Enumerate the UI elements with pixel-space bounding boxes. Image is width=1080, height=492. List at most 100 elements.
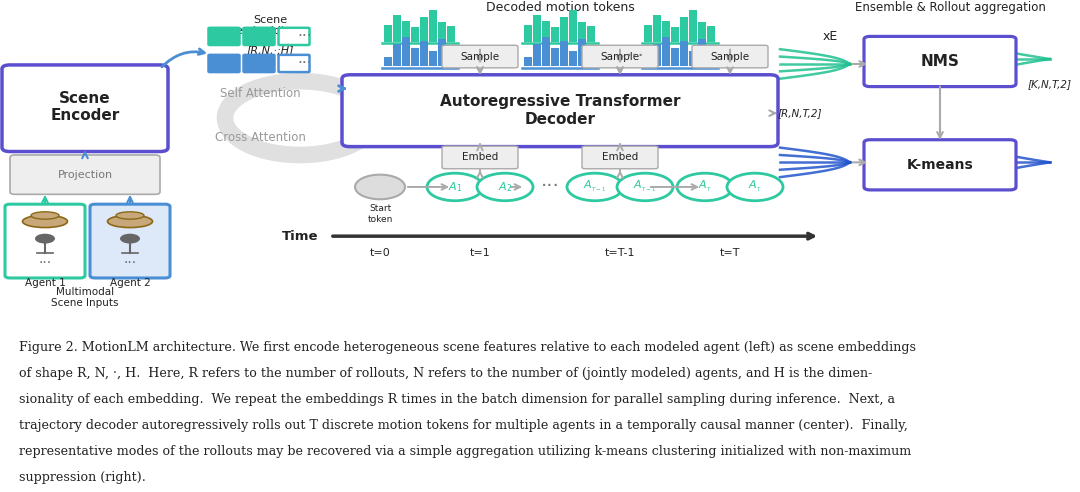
Ellipse shape: [31, 212, 59, 219]
Bar: [662, 21, 670, 42]
Text: ···: ···: [39, 256, 52, 270]
Bar: [447, 26, 455, 42]
Text: trajectory decoder autoregressively rolls out T discrete motion tokens for multi: trajectory decoder autoregressively roll…: [19, 419, 908, 432]
Bar: [653, 44, 661, 66]
Text: of shape R, N, ·, H.  Here, R refers to the number of rollouts, N refers to the : of shape R, N, ·, H. Here, R refers to t…: [19, 368, 873, 380]
Text: Multimodal
Scene Inputs: Multimodal Scene Inputs: [51, 287, 119, 308]
Text: t=0: t=0: [369, 248, 390, 258]
Text: suppression (right).: suppression (right).: [19, 471, 146, 484]
FancyBboxPatch shape: [864, 140, 1016, 190]
Text: Figure 2. MotionLM architecture. We first encode heterogeneous scene features re: Figure 2. MotionLM architecture. We firs…: [19, 341, 917, 354]
Bar: [662, 37, 670, 66]
Text: $A_{2}$: $A_{2}$: [498, 180, 512, 194]
Bar: [447, 54, 455, 66]
Bar: [569, 10, 577, 42]
Circle shape: [427, 173, 483, 201]
Text: Sample: Sample: [711, 52, 750, 62]
Bar: [420, 17, 428, 42]
Text: t=T-1: t=T-1: [605, 248, 635, 258]
Ellipse shape: [108, 215, 152, 227]
Bar: [393, 15, 401, 42]
Bar: [644, 57, 652, 66]
Text: Self Attention: Self Attention: [219, 87, 300, 100]
Bar: [542, 21, 550, 42]
Bar: [534, 44, 541, 66]
Bar: [689, 51, 697, 66]
Bar: [680, 17, 688, 42]
Text: Agent 1: Agent 1: [25, 278, 66, 288]
Text: t=T: t=T: [719, 248, 740, 258]
Ellipse shape: [23, 215, 67, 227]
Text: [R,N,T,2]: [R,N,T,2]: [778, 108, 822, 118]
Text: Agent 2: Agent 2: [110, 278, 150, 288]
Bar: [707, 54, 715, 66]
Bar: [561, 41, 568, 66]
Bar: [393, 44, 401, 66]
FancyBboxPatch shape: [864, 36, 1016, 87]
Text: ···: ···: [298, 29, 312, 44]
Text: ···: ···: [123, 256, 136, 270]
Bar: [542, 37, 550, 66]
Text: Embed: Embed: [602, 153, 638, 162]
FancyBboxPatch shape: [442, 45, 518, 68]
Bar: [524, 25, 532, 42]
Text: Embed: Embed: [462, 153, 498, 162]
Bar: [698, 22, 706, 42]
Bar: [578, 22, 586, 42]
Text: Scene
embeddings: Scene embeddings: [235, 15, 305, 36]
Text: Cross Attention: Cross Attention: [215, 131, 306, 144]
Text: Sample: Sample: [600, 52, 639, 62]
FancyBboxPatch shape: [279, 55, 310, 72]
Text: representative modes of the rollouts may be recovered via a simple aggregation u: representative modes of the rollouts may…: [19, 445, 912, 458]
FancyBboxPatch shape: [2, 65, 168, 152]
Bar: [551, 48, 559, 66]
Bar: [588, 26, 595, 42]
Text: t=1: t=1: [470, 248, 490, 258]
Text: $A_{_{T-1}}$: $A_{_{T-1}}$: [583, 180, 607, 194]
Text: ···: ···: [625, 47, 645, 66]
Text: Ensemble & Rollout aggregation: Ensemble & Rollout aggregation: [854, 1, 1045, 14]
Text: Sample: Sample: [460, 52, 500, 62]
FancyBboxPatch shape: [582, 146, 658, 169]
FancyBboxPatch shape: [243, 28, 274, 45]
Text: NMS: NMS: [920, 54, 959, 69]
Bar: [707, 26, 715, 42]
Text: K-means: K-means: [906, 158, 973, 172]
Bar: [578, 39, 586, 66]
Bar: [671, 27, 679, 42]
Text: Decoded motion tokens: Decoded motion tokens: [486, 1, 634, 14]
Text: Projection: Projection: [57, 170, 112, 180]
Bar: [438, 22, 446, 42]
Bar: [429, 10, 437, 42]
Bar: [561, 17, 568, 42]
FancyBboxPatch shape: [90, 204, 170, 278]
Text: $A_{1}$: $A_{1}$: [448, 180, 462, 194]
Circle shape: [35, 234, 55, 244]
FancyBboxPatch shape: [692, 45, 768, 68]
Bar: [551, 27, 559, 42]
Text: ···: ···: [298, 56, 312, 71]
Text: Scene
Encoder: Scene Encoder: [51, 91, 120, 123]
FancyBboxPatch shape: [442, 146, 518, 169]
Text: $A_{_{T-1}}$: $A_{_{T-1}}$: [633, 180, 657, 194]
FancyBboxPatch shape: [582, 45, 658, 68]
Bar: [384, 25, 392, 42]
Text: Autoregressive Transformer
Decoder: Autoregressive Transformer Decoder: [440, 94, 680, 127]
FancyBboxPatch shape: [5, 204, 85, 278]
Circle shape: [477, 173, 534, 201]
Bar: [698, 39, 706, 66]
Bar: [588, 54, 595, 66]
FancyBboxPatch shape: [208, 55, 240, 72]
Bar: [534, 15, 541, 42]
FancyBboxPatch shape: [243, 55, 274, 72]
FancyBboxPatch shape: [279, 28, 310, 45]
Text: [R,N,·;H]: [R,N,·;H]: [246, 45, 294, 55]
Circle shape: [727, 173, 783, 201]
Text: sionality of each embedding.  We repeat the embeddings R times in the batch dime: sionality of each embedding. We repeat t…: [19, 393, 895, 406]
Bar: [653, 15, 661, 42]
Circle shape: [677, 173, 733, 201]
Bar: [411, 27, 419, 42]
Bar: [438, 39, 446, 66]
Text: $A_{_T}$: $A_{_T}$: [748, 180, 762, 194]
Bar: [420, 41, 428, 66]
